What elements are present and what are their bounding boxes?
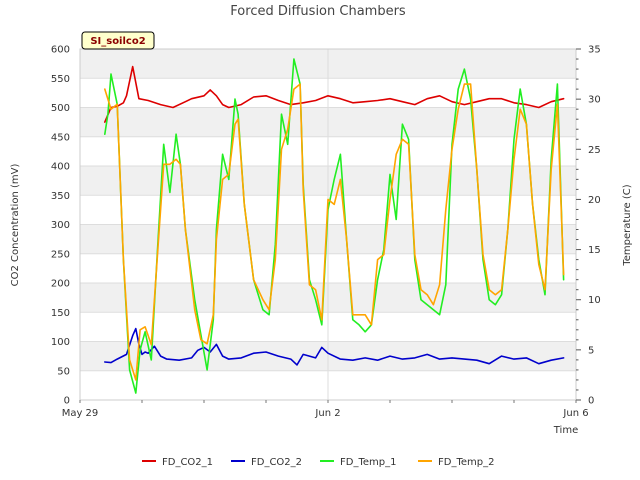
y-tick-label: 500 <box>51 103 70 114</box>
x-axis-title: Time <box>553 425 578 436</box>
y2-tick-label: 30 <box>588 95 601 106</box>
legend-label: FD_CO2_2 <box>251 457 302 468</box>
series-line-fd-co2-1 <box>104 65 565 123</box>
site-badge-box <box>81 31 155 50</box>
y2-tick-label: 10 <box>588 295 601 306</box>
y2-tick-label: 15 <box>588 245 601 256</box>
y-tick-label: 100 <box>51 337 70 348</box>
legend-label: FD_Temp_1 <box>340 457 396 468</box>
y2-tick-label: 0 <box>588 396 594 407</box>
x-tick-label: Jun 6 <box>562 408 588 419</box>
y-tick-label: 50 <box>57 366 70 377</box>
legend-label: FD_Temp_2 <box>438 457 494 468</box>
legend: FD_CO2_1 FD_CO2_2 FD_Temp_1 FD_Temp_2 <box>142 457 494 468</box>
y-tick-label: 550 <box>51 74 70 85</box>
y-tick-label: 600 <box>51 45 70 56</box>
x-tick-label: Jun 2 <box>314 408 340 419</box>
y-tick-label: 250 <box>51 249 70 260</box>
y-axis-title: CO2 Concentration (mV) <box>10 164 21 287</box>
series-layer <box>104 58 565 394</box>
chart-title: Forced Diffusion Chambers <box>230 4 406 19</box>
y-tick-label: 150 <box>51 308 70 319</box>
y-tick-label: 0 <box>64 396 70 407</box>
y-tick-label: 350 <box>51 191 70 202</box>
series-line-fd-temp-2 <box>104 83 565 381</box>
x-tick-label: May 29 <box>62 408 99 419</box>
axes-layer: 0 50 100 150 200 250 300 350 400 450 500 550 600 0 5 10… <box>51 45 601 420</box>
y2-axis-title: Temperature (C) <box>622 184 633 266</box>
gridlines <box>79 48 577 401</box>
y-tick-label: 200 <box>51 279 70 290</box>
y2-tick-label: 25 <box>588 145 601 156</box>
y2-tick-label: 20 <box>588 195 601 206</box>
y2-tick-label: 5 <box>588 345 594 356</box>
legend-label: FD_CO2_1 <box>162 457 213 468</box>
y-tick-label: 300 <box>51 220 70 231</box>
y-tick-label: 450 <box>51 132 70 143</box>
y-tick-label: 400 <box>51 162 70 173</box>
y2-tick-label: 35 <box>588 45 601 56</box>
series-line-fd-co2-2 <box>104 327 565 366</box>
site-badge: SI_soilco2 <box>90 36 145 47</box>
